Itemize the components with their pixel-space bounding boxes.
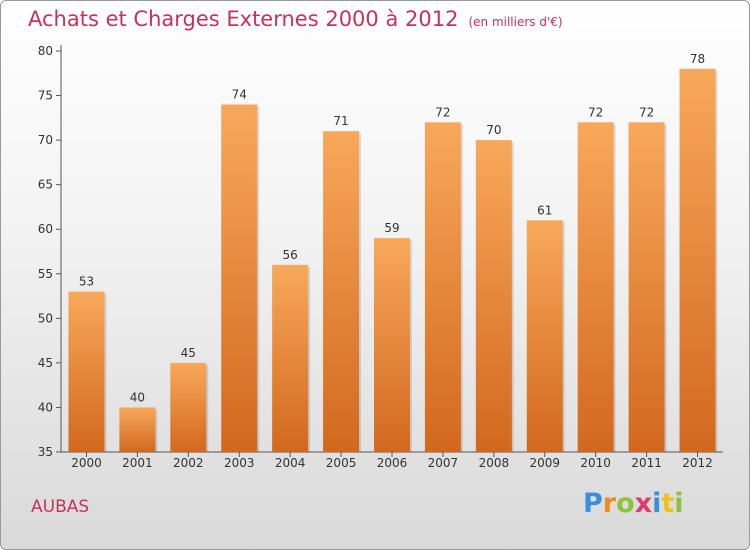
x-tick-label: 2011 [631, 456, 662, 470]
bar-value-label: 45 [181, 346, 196, 360]
bar [272, 264, 309, 452]
chart-title-text: Achats et Charges Externes 2000 à 2012 [28, 7, 459, 31]
logo-letter: r [602, 488, 617, 519]
logo-letter: i [674, 488, 684, 519]
y-tick-label: 60 [38, 222, 53, 236]
y-tick-label: 65 [38, 178, 53, 192]
y-tick-label: 40 [38, 400, 53, 414]
y-tick-label: 35 [38, 445, 53, 459]
bar [221, 104, 258, 452]
x-tick-label: 2002 [173, 456, 204, 470]
x-tick-label: 2006 [377, 456, 408, 470]
bar-value-label: 72 [435, 105, 450, 119]
bar [475, 140, 512, 452]
x-tick-label: 2010 [580, 456, 611, 470]
bar-value-label: 56 [283, 248, 298, 262]
bar-value-label: 53 [79, 275, 94, 289]
bar-value-label: 72 [588, 105, 603, 119]
logo-letter: i [652, 488, 662, 519]
bar [119, 407, 156, 452]
bar-value-label: 78 [690, 52, 705, 66]
logo-letter: P [583, 488, 603, 519]
bar-value-label: 74 [232, 87, 247, 101]
y-tick-label: 55 [38, 267, 53, 281]
y-tick-label: 70 [38, 133, 53, 147]
bar [323, 131, 360, 452]
x-tick-label: 2004 [275, 456, 306, 470]
bar-value-label: 71 [333, 114, 348, 128]
x-tick-label: 2005 [326, 456, 357, 470]
y-tick-label: 80 [38, 44, 53, 58]
logo-letter: o [616, 488, 635, 519]
x-tick-label: 2003 [224, 456, 255, 470]
bar-value-label: 61 [537, 203, 552, 217]
bar [526, 220, 563, 452]
bar [374, 238, 410, 452]
x-tick-label: 2012 [682, 456, 713, 470]
y-tick-label: 50 [38, 311, 53, 325]
bar-value-label: 72 [639, 105, 654, 119]
y-tick-label: 75 [38, 89, 53, 103]
bar [170, 362, 207, 452]
y-tick-label: 45 [38, 356, 53, 370]
proxiti-logo: Proxiti [583, 488, 684, 519]
bar [68, 291, 105, 452]
logo-letter: t [661, 488, 675, 519]
chart-unit: (en milliers d'€) [468, 15, 563, 29]
bar [628, 122, 665, 453]
x-tick-label: 2008 [479, 456, 510, 470]
bar-value-label: 40 [130, 390, 145, 404]
chart-title: Achats et Charges Externes 2000 à 2012 (e… [28, 7, 563, 31]
bar-value-label: 59 [384, 221, 399, 235]
bar [679, 68, 716, 453]
x-tick-label: 2000 [71, 456, 102, 470]
bar-value-label: 70 [486, 123, 501, 137]
x-tick-label: 2007 [428, 456, 459, 470]
bar [424, 122, 461, 453]
logo-letter: x [634, 488, 653, 519]
commune-name: AUBAS [31, 497, 90, 517]
bar [577, 122, 614, 453]
x-tick-label: 2001 [122, 456, 153, 470]
x-tick-label: 2009 [529, 456, 560, 470]
